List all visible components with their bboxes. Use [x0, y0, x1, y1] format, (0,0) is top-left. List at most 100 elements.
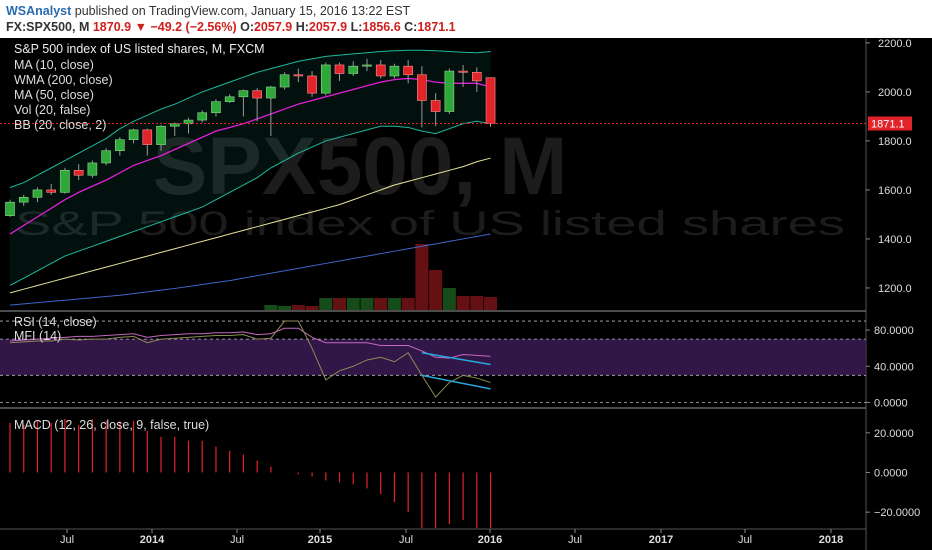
candle [224, 96, 235, 103]
symbol-info: FX:SPX500, M 1870.9 ▼ −49.2 (−2.56%) O:2… [6, 20, 456, 34]
close-label: C: [404, 20, 418, 34]
time-tick-label: 2017 [649, 534, 673, 546]
price-tick-label: 1400.0 [878, 234, 912, 246]
candle [197, 112, 208, 121]
volume-bar [278, 306, 292, 310]
volume-bar [429, 270, 443, 310]
candle [73, 170, 84, 176]
volume-bar [360, 298, 374, 310]
price-change: −49.2 (−2.56%) [150, 20, 237, 34]
indicator-legend-item: BB (20, close, 2) [14, 118, 106, 132]
candle [266, 86, 276, 99]
open-label: O: [240, 20, 254, 34]
chart-title: S&P 500 index of US listed shares, M, FX… [14, 42, 265, 56]
high-label: H: [295, 20, 309, 34]
macd-tick-label: −20.0000 [874, 507, 920, 519]
mfi-line [9, 327, 491, 359]
candle [472, 72, 482, 82]
volume-bar [333, 298, 347, 310]
wma-200-line [9, 233, 491, 306]
publish-info: WSAnalyst published on TradingView.com, … [6, 4, 410, 18]
candle [320, 64, 331, 94]
indicator-legend-item: Vol (20, false) [14, 103, 90, 117]
volume-bar [264, 305, 278, 310]
candle [32, 189, 43, 198]
volume-bar [401, 298, 415, 310]
watermark-description: S&P 500 index of US listed shares [15, 205, 845, 243]
volume-bar [415, 244, 429, 310]
candle [430, 100, 441, 112]
trendline [421, 351, 491, 366]
candle [293, 74, 304, 77]
oscillator-legend-item: MFI (14) [14, 329, 61, 343]
close-value: 1871.1 [417, 20, 456, 34]
candle [348, 65, 359, 74]
volume-bar [305, 306, 319, 310]
macd-tick-label: 20.0000 [874, 428, 914, 440]
candle [211, 101, 221, 114]
trendline [421, 374, 491, 390]
macd-tick-label: 0.0000 [874, 467, 908, 479]
candle [128, 129, 139, 140]
volume-bar [346, 298, 360, 310]
candle [458, 70, 468, 73]
price-tick-label: 2200.0 [878, 38, 912, 50]
time-tick-label: 2015 [308, 534, 332, 546]
ma-10-line [9, 77, 491, 235]
rsi-line [9, 320, 491, 398]
oscillator-tick-label: 80.0000 [874, 325, 914, 337]
price-tick-label: 1800.0 [878, 136, 912, 148]
price-tick-label: 1200.0 [878, 283, 912, 295]
candle [389, 65, 400, 77]
volume-bar [319, 298, 333, 310]
volume-bar [387, 298, 401, 310]
open-value: 2057.9 [253, 20, 293, 34]
candle [307, 75, 317, 94]
volume-bar [484, 297, 498, 310]
candle [444, 70, 455, 112]
high-value: 2057.9 [308, 20, 348, 34]
time-tick-label: 2016 [478, 534, 502, 546]
oscillator-legend-item: RSI (14, close) [14, 315, 97, 329]
down-arrow-icon: ▼ [134, 20, 147, 34]
author-link[interactable]: WSAnalyst [6, 4, 72, 18]
oscillator-tick-label: 0.0000 [874, 397, 908, 409]
time-tick-label: Jul [568, 534, 582, 546]
indicator-legend-item: MA (50, close) [14, 88, 94, 102]
bollinger-upper-line [9, 49, 491, 188]
time-tick-label: Jul [399, 534, 413, 546]
symbol-label: FX:SPX500, M [6, 20, 90, 34]
candle [18, 196, 29, 203]
price-chart[interactable]: SPX500, MS&P 500 index of US listed shar… [0, 38, 932, 550]
indicator-legend-item: WMA (200, close) [14, 73, 113, 87]
volume-bar [291, 305, 305, 310]
time-tick-label: Jul [60, 534, 74, 546]
candle [485, 77, 496, 124]
ma-50-line [9, 157, 491, 294]
last-price: 1870.9 [92, 20, 132, 34]
bollinger-band-fill [10, 50, 491, 286]
candle [279, 74, 290, 88]
candle [375, 64, 386, 77]
time-tick-label: 2018 [819, 534, 843, 546]
time-tick-label: Jul [230, 534, 244, 546]
publish-header: WSAnalyst published on TradingView.com, … [0, 0, 932, 38]
macd-legend-item: MACD (12, 26, close, 9, false, true) [14, 418, 209, 432]
low-label: L: [350, 20, 363, 34]
low-value: 1856.6 [362, 20, 401, 34]
bollinger-lower-line [9, 120, 491, 286]
candle [60, 170, 70, 193]
candle [362, 64, 372, 67]
candle [238, 90, 249, 98]
time-tick-label: Jul [738, 534, 752, 546]
candle [156, 125, 166, 145]
candle [142, 129, 153, 145]
candle [252, 90, 262, 99]
candle [417, 74, 427, 101]
candle [115, 139, 125, 152]
last-price-tag-label: 1871.1 [871, 118, 905, 130]
last-price-tag [868, 116, 912, 131]
indicator-legend-item: MA (10, close) [14, 58, 94, 72]
published-text: published on TradingView.com, January 15… [71, 4, 411, 18]
volume-bar [374, 298, 388, 310]
